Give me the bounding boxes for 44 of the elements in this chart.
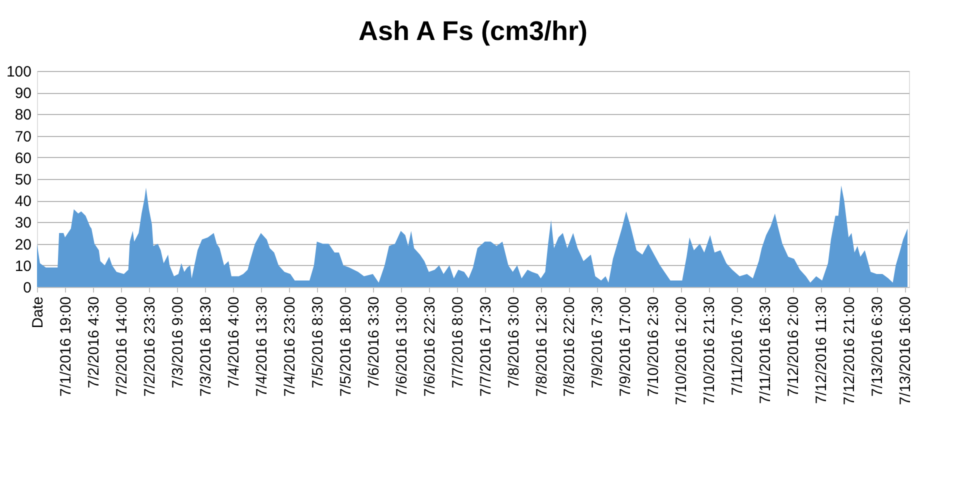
x-tick-label: 7/12/2016 11:30 <box>813 296 830 404</box>
x-tick-label: 7/13/2016 16:00 <box>897 296 914 405</box>
x-tick-label: 7/8/2016 12:30 <box>533 296 550 397</box>
x-tick-label: 7/7/2016 8:00 <box>449 296 466 388</box>
y-tick-label: 70 <box>14 128 32 146</box>
x-tick-label: 7/12/2016 21:00 <box>841 296 858 405</box>
y-tick-label: 80 <box>14 106 32 124</box>
y-tick-label: 20 <box>14 236 32 254</box>
x-tick-label: 7/3/2016 9:00 <box>169 296 186 388</box>
x-tick-label: 7/11/2016 16:30 <box>757 296 774 404</box>
x-tick-label: 7/2/2016 4:30 <box>85 296 102 388</box>
y-tick-label: 60 <box>14 150 32 167</box>
y-tick-label: 40 <box>14 193 32 210</box>
x-tick-label: 7/10/2016 21:30 <box>701 296 718 405</box>
x-tick-label: 7/9/2016 7:30 <box>589 296 606 388</box>
x-tick-label: 7/6/2016 13:00 <box>393 296 410 397</box>
x-tick-label: 7/5/2016 8:30 <box>309 296 326 388</box>
x-tick-label: 7/1/2016 19:00 <box>57 296 74 397</box>
x-tick-label: 7/10/2016 2:30 <box>645 296 662 397</box>
x-tick-label: 7/2/2016 23:30 <box>141 296 158 397</box>
y-tick-label: 50 <box>14 172 32 188</box>
x-tick-label: 7/6/2016 3:30 <box>365 296 382 388</box>
x-tick-label: 7/8/2016 22:00 <box>561 296 578 397</box>
x-tick-label: 7/12/2016 2:00 <box>785 296 802 397</box>
x-tick-label: 7/4/2016 4:00 <box>225 296 242 388</box>
x-tick-label: 7/2/2016 14:00 <box>113 296 130 397</box>
y-tick-label: 100 <box>6 64 32 80</box>
y-tick-label: 0 <box>23 280 32 296</box>
x-tick-label: Date <box>30 296 46 328</box>
x-tick-label: 7/11/2016 7:00 <box>729 296 746 396</box>
y-tick-label: 10 <box>14 258 32 275</box>
x-tick-label: 7/9/2016 17:00 <box>617 296 634 397</box>
x-tick-label: 7/5/2016 18:00 <box>337 296 354 397</box>
x-tick-label: 7/7/2016 17:30 <box>477 296 494 397</box>
y-tick-label: 90 <box>14 85 32 102</box>
x-tick-label: 7/3/2016 18:30 <box>197 296 214 397</box>
x-tick-label: 7/6/2016 22:30 <box>421 296 438 397</box>
x-tick-label: 7/13/2016 6:30 <box>869 296 886 397</box>
x-tick-label: 7/4/2016 13:30 <box>253 296 270 397</box>
x-tick-label: 7/4/2016 23:00 <box>281 296 298 397</box>
x-tick-label: 7/10/2016 12:00 <box>673 296 690 405</box>
chart-title: Ash A Fs (cm3/hr) <box>358 16 588 46</box>
x-tick-label: 7/8/2016 3:00 <box>505 296 522 388</box>
y-tick-label: 30 <box>14 214 32 232</box>
